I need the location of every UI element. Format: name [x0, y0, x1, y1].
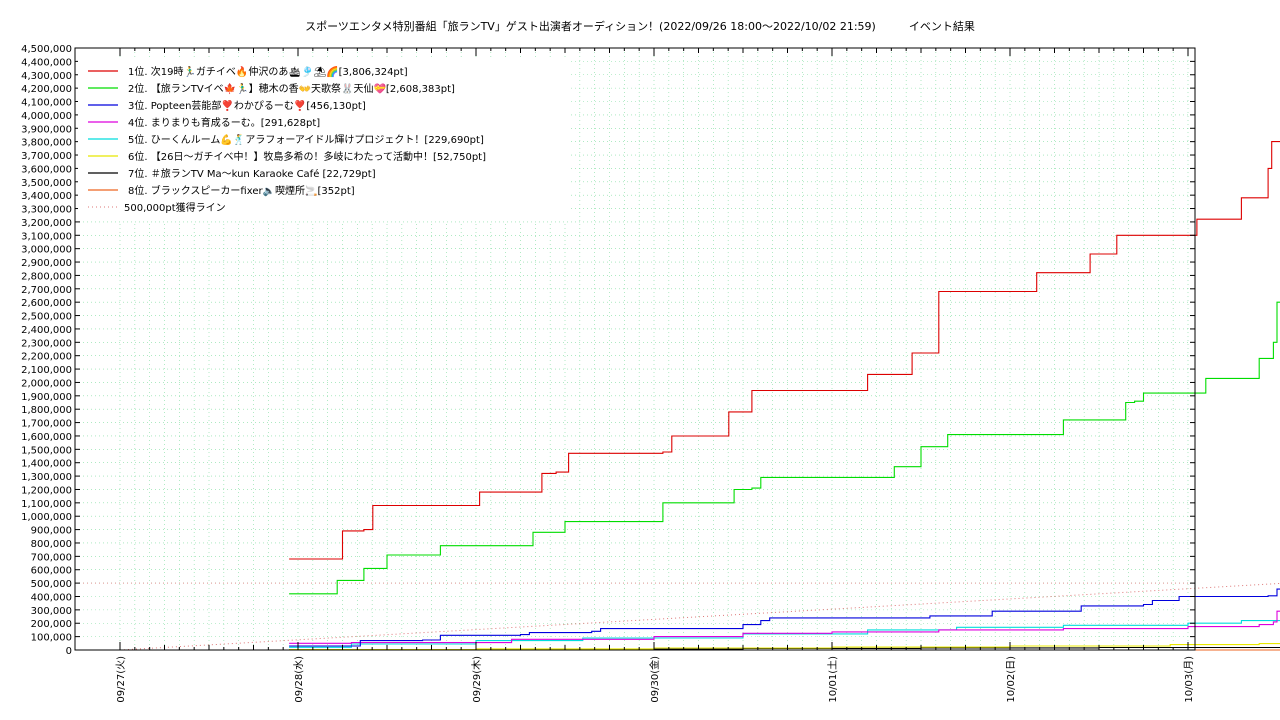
y-tick-label: 2,200,000: [21, 352, 72, 363]
y-tick-label: 2,400,000: [21, 325, 72, 336]
legend-label-6: 6位. 【26日〜ガチイベ中！】牧島多希の！多岐にわたって活動中！[52,750…: [128, 150, 486, 163]
y-tick-label: 4,500,000: [21, 44, 72, 55]
series-line-2: [289, 301, 1280, 595]
y-tick-label: 2,300,000: [21, 338, 72, 349]
y-tick-label: 3,900,000: [21, 124, 72, 135]
y-tick-label: 1,800,000: [21, 405, 72, 416]
x-tick-label: 10/03(月): [1183, 656, 1195, 703]
x-tick-label: 09/27(火): [115, 656, 127, 703]
y-tick-label: 1,200,000: [21, 485, 72, 496]
y-tick-label: 4,300,000: [21, 71, 72, 82]
y-tick-label: 1,700,000: [21, 419, 72, 430]
x-axis: 09/27(火) 09/28(水) 09/29(木) 09/30(金) 10/01(土)…: [115, 48, 1195, 703]
y-tick-label: 2,000,000: [21, 378, 72, 389]
y-axis: 0 100,000 200,000 300,000 400,000 500,000 600,…: [21, 44, 1195, 657]
x-tick-label: 10/01(土): [826, 656, 839, 703]
x-tick-label: 09/30(金): [648, 656, 661, 703]
y-tick-label: 3,500,000: [21, 178, 72, 189]
legend-box: [78, 58, 568, 221]
legend-label-1: 1位. 次19時🏃‍♂️ガチイベ🔥仲沢のあ🛳🎐⛱🌈[3,806,324pt]: [128, 65, 408, 78]
series-line-3: [289, 588, 1280, 647]
y-tick-label: 3,400,000: [21, 191, 72, 202]
x-tick-label: 10/02(日): [1006, 656, 1017, 703]
x-tick-label: 09/29(木): [471, 656, 483, 703]
y-tick-label: 900,000: [31, 526, 72, 537]
y-tick-label: 3,800,000: [21, 138, 72, 149]
y-tick-label: 3,200,000: [21, 218, 72, 229]
x-tick-label: 09/28(水): [293, 656, 305, 703]
y-tick-label: 4,000,000: [21, 111, 72, 122]
plot-frame: [74, 47, 1196, 651]
y-tick-label: 1,400,000: [21, 459, 72, 470]
y-tick-label: 300,000: [31, 606, 72, 617]
y-tick-label: 4,200,000: [21, 84, 72, 95]
y-tick-label: 600,000: [31, 566, 72, 577]
y-tick-label: 2,100,000: [21, 365, 72, 376]
y-tick-label: 2,900,000: [21, 258, 72, 269]
series-line-reference: [119, 582, 1280, 651]
y-tick-label: 1,900,000: [21, 392, 72, 403]
legend-label-reference: 500,000pt獲得ライン: [124, 201, 226, 214]
y-tick-label: 3,300,000: [21, 205, 72, 216]
y-tick-label: 1,100,000: [21, 499, 72, 510]
y-tick-label: 1,600,000: [21, 432, 72, 443]
y-tick-label: 3,100,000: [21, 231, 72, 242]
y-tick-label: 4,100,000: [21, 98, 72, 109]
y-tick-label: 100,000: [31, 633, 72, 644]
y-tick-label: 3,600,000: [21, 164, 72, 175]
y-tick-label: 0: [66, 646, 72, 657]
y-tick-label: 2,700,000: [21, 285, 72, 296]
y-tick-label: 4,400,000: [21, 57, 72, 68]
y-tick-label: 800,000: [31, 539, 72, 550]
reference-layer: [75, 582, 1280, 651]
legend-label-3: 3位. Popteen芸能部❣️わかぴるーむ❣️[456,130pt]: [128, 99, 366, 112]
y-tick-label: 3,700,000: [21, 151, 72, 162]
legend-label-7: 7位. ＃旅ランTV Ma〜kun Karaoke Café [22,729pt…: [128, 167, 376, 180]
y-tick-label: 500,000: [31, 579, 72, 590]
series-line-1: [289, 141, 1280, 560]
y-tick-label: 1,500,000: [21, 445, 72, 456]
chart-title: スポーツエンタメ特別番組「旅ランTV」ゲスト出演者オーディション！(2022/0…: [305, 20, 975, 33]
y-tick-label: 3,000,000: [21, 245, 72, 256]
legend: 1位. 次19時🏃‍♂️ガチイベ🔥仲沢のあ🛳🎐⛱🌈[3,806,324pt] 2位…: [78, 58, 568, 221]
y-tick-label: 2,800,000: [21, 271, 72, 282]
series-line-4: [289, 610, 1280, 644]
legend-label-5: 5位. ひーくんルーム💪🕺アラフォーアイドル輝けプロジェクト！[229,690p…: [128, 133, 484, 146]
y-tick-label: 400,000: [31, 592, 72, 603]
y-tick-label: 700,000: [31, 552, 72, 563]
legend-label-8: 8位. ブラックスピーカーfixer🔈喫煙所🚬[352pt]: [128, 184, 355, 197]
y-tick-label: 200,000: [31, 619, 72, 630]
legend-label-2: 2位. 【旅ランTVイベ🍁🏃‍♂️】穂木の香👐天歌祭🐰天仙💝[2,608,383…: [128, 82, 455, 95]
y-tick-label: 1,300,000: [21, 472, 72, 483]
y-tick-label: 1,000,000: [21, 512, 72, 523]
y-tick-label: 2,600,000: [21, 298, 72, 309]
legend-label-4: 4位. まりまりも育成るーむ。[291,628pt]: [128, 116, 320, 129]
y-tick-label: 2,500,000: [21, 312, 72, 323]
